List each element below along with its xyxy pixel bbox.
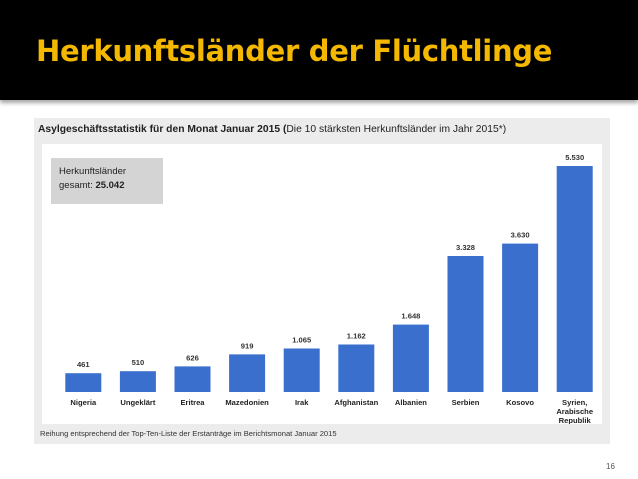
bar-8 — [502, 243, 539, 392]
value-label-2: 626 — [186, 353, 199, 362]
category-label-9-line-2: Republik — [559, 416, 592, 424]
value-label-7: 3.328 — [456, 243, 475, 252]
category-label-4: Irak — [295, 398, 309, 407]
value-label-0: 461 — [77, 360, 90, 369]
bar-2 — [174, 366, 211, 392]
category-label-6: Albanien — [395, 398, 427, 407]
chart-title: Asylgeschäftsstatistik für den Monat Jan… — [38, 124, 281, 135]
total-box-value-label: gesamt: — [59, 180, 93, 191]
bar-5 — [338, 344, 375, 392]
bar-7 — [447, 256, 484, 392]
category-label-0: Nigeria — [70, 398, 97, 407]
total-box-value: 25.042 — [95, 180, 125, 191]
category-label-3: Mazedonien — [225, 398, 269, 407]
category-label-9: Syrien, — [562, 398, 587, 407]
category-label-5: Afghanistan — [334, 398, 378, 407]
plot-area: Herkunftsländer gesamt: 25.042 461 Nigeri… — [42, 144, 602, 424]
total-box-label: Herkunftsländer — [59, 166, 127, 177]
value-label-9: 5.530 — [565, 153, 584, 162]
chart-title-paren: ( — [282, 124, 287, 135]
category-label-2: Eritrea — [180, 398, 205, 407]
bar-3 — [229, 354, 266, 392]
category-label-7: Serbien — [452, 398, 480, 407]
bar-9 — [556, 166, 593, 392]
chart-subtitle: Die 10 stärksten Herkunftsländer im Jahr… — [286, 124, 507, 135]
chart-panel: Asylgeschäftsstatistik für den Monat Jan… — [34, 118, 610, 444]
bar-6 — [392, 324, 429, 392]
bar-chart: 461 Nigeria 510 Ungeklärt 626 Eritrea 919 Mazed… — [65, 153, 593, 424]
page-number: 16 — [606, 462, 615, 471]
value-label-1: 510 — [132, 358, 145, 367]
bar-4 — [283, 348, 320, 392]
category-label-1: Ungeklärt — [120, 398, 155, 407]
value-label-8: 3.630 — [511, 231, 530, 240]
title-bar: Herkunftsländer der Flüchtlinge — [0, 0, 638, 100]
slide-title: Herkunftsländer der Flüchtlinge — [36, 34, 553, 68]
category-label-9-line-1: Arabische — [556, 407, 593, 416]
bar-0 — [65, 373, 102, 392]
total-box: Herkunftsländer gesamt: 25.042 — [51, 158, 163, 204]
category-label-8: Kosovo — [506, 398, 534, 407]
chart-footer: Reihung entsprechend der Top-Ten-Liste d… — [40, 429, 337, 438]
chart-header: Asylgeschäftsstatistik für den Monat Jan… — [38, 124, 608, 135]
bar-1 — [119, 371, 156, 392]
value-label-3: 919 — [241, 341, 254, 350]
value-label-6: 1.648 — [401, 312, 420, 321]
value-label-5: 1.162 — [347, 332, 366, 341]
value-label-4: 1.065 — [292, 336, 312, 345]
total-box-value-line: gesamt: 25.042 — [59, 179, 155, 193]
